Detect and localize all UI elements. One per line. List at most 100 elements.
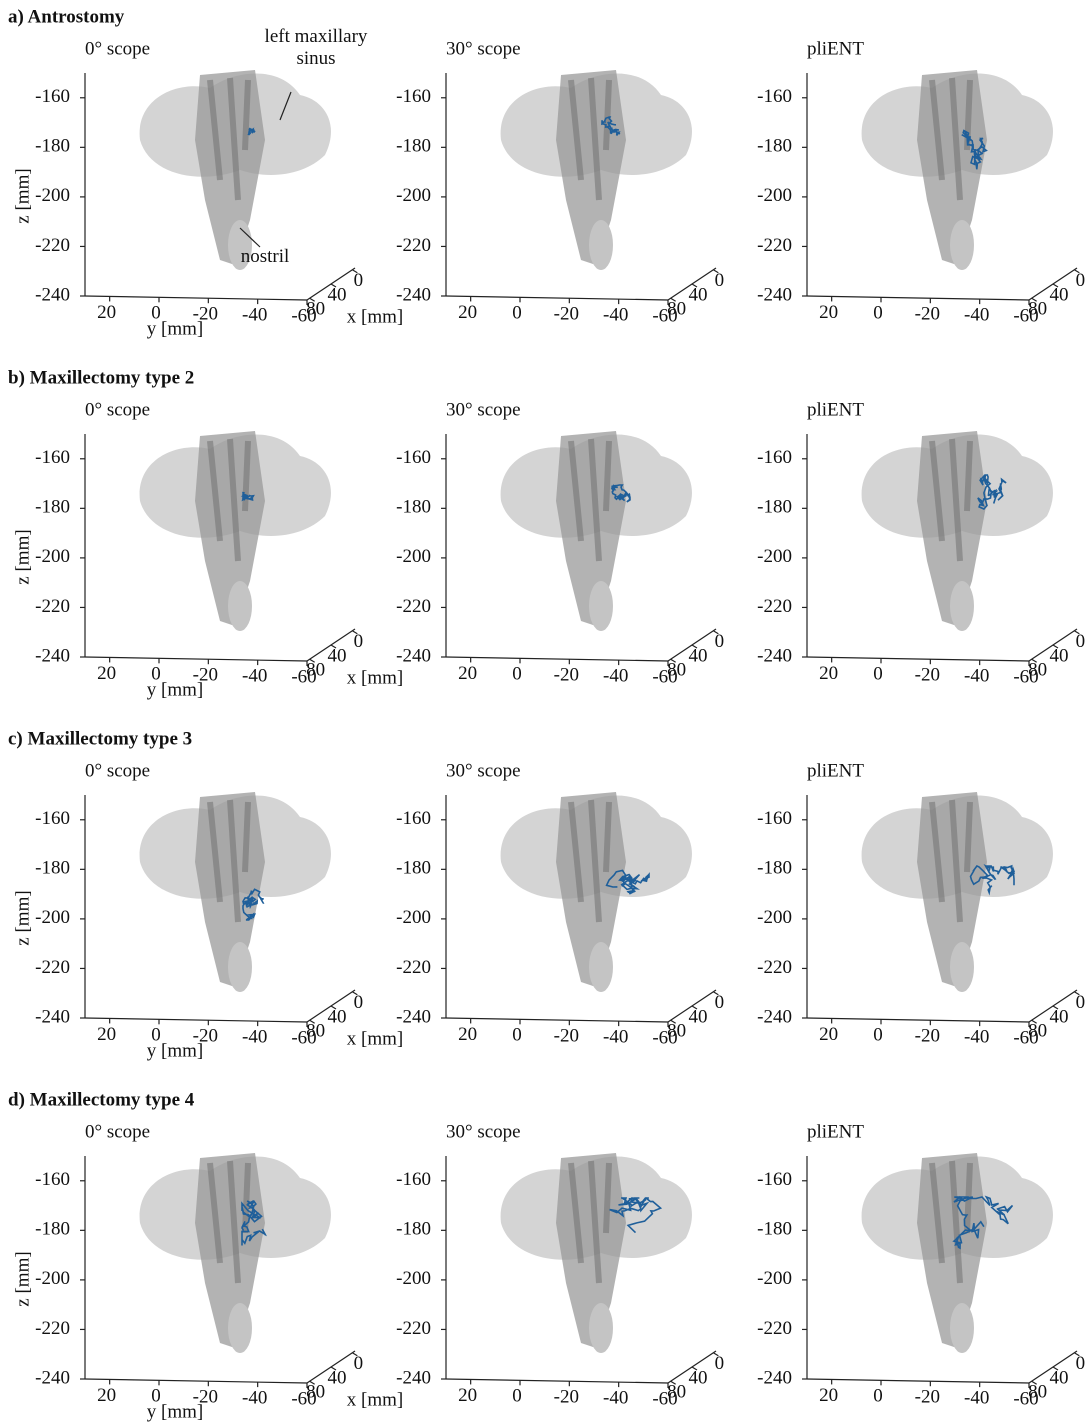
y-tick-label: 20 [458, 1024, 477, 1045]
y-tick-label: 0 [512, 1386, 522, 1407]
z-tick-label: -240 [396, 645, 431, 666]
y-axis [806, 1378, 1030, 1384]
panel-title: pliENT [807, 399, 864, 420]
x-tick-label: 40 [328, 284, 347, 305]
y-tick-label: -40 [964, 1387, 989, 1408]
x-tick [352, 1352, 358, 1357]
anatomy-detail [929, 438, 973, 562]
panel-title: pliENT [807, 38, 864, 59]
trajectory [610, 484, 631, 503]
anatomy-detail [568, 438, 612, 562]
panel-title: 30° scope [446, 760, 521, 781]
x-axis-label: x [mm] [347, 667, 403, 688]
z-tick-label: -180 [396, 136, 431, 157]
row-label: b) Maxillectomy type 2 [8, 367, 194, 388]
y-tick-label: -20 [915, 1026, 940, 1047]
y-tick-label: 0 [151, 1386, 161, 1407]
x-tick [1074, 991, 1080, 996]
x-tick [1031, 1380, 1037, 1385]
z-tick-label: -240 [757, 1006, 792, 1027]
panel: 0° scope -160 -180 -200 -220 -240 20 0 -20 -40 -60… [12, 399, 403, 700]
x-axis-label: x [mm] [347, 1028, 403, 1049]
panel: 0° scope -160 -180 -200 -220 -240 20 0 -20 -40 -60… [12, 760, 403, 1061]
y-axis [84, 656, 308, 662]
x-tick-label: 0 [1076, 992, 1086, 1013]
x-tick-label: 0 [715, 992, 725, 1013]
z-tick-label: -180 [35, 1219, 70, 1240]
anatomy-detail [568, 1160, 612, 1284]
y-tick-label: -20 [554, 665, 579, 686]
z-tick-label: -180 [757, 1219, 792, 1240]
y-tick-label: 0 [151, 664, 161, 685]
z-tick-label: -220 [35, 1318, 70, 1339]
y-tick-label: 20 [819, 1385, 838, 1406]
y-tick-label: 20 [97, 302, 116, 323]
anatomy-detail [207, 77, 251, 201]
z-tick-label: -160 [35, 808, 70, 829]
x-tick-label: 40 [1050, 284, 1069, 305]
x-tick-label: 80 [1028, 299, 1047, 320]
x-tick-label: 80 [667, 660, 686, 681]
z-tick-label: -220 [757, 235, 792, 256]
z-tick-label: -240 [757, 284, 792, 305]
z-tick-label: -200 [757, 1268, 792, 1289]
anatomy-detail [929, 799, 973, 923]
y-tick-label: -60 [652, 1388, 677, 1409]
z-tick-label: -220 [396, 1318, 431, 1339]
x-tick [691, 1366, 698, 1371]
trajectory [952, 1195, 1014, 1250]
x-tick-label: 80 [306, 1021, 325, 1042]
panel: 0° scope -160 -180 -200 -220 -240 20 0 -20 -40 -60… [12, 1121, 403, 1422]
x-tick [330, 1366, 337, 1371]
y-tick-label: 0 [512, 1025, 522, 1046]
x-axis-label: x [mm] [347, 1389, 403, 1410]
y-tick-label: 0 [512, 303, 522, 324]
trajectory [609, 1197, 663, 1234]
x-tick [352, 630, 358, 635]
x-tick-label: 80 [1028, 1382, 1047, 1403]
x-tick-label: 0 [354, 992, 364, 1013]
panel: pliENT -160 -180 -200 -220 -240 20 0 -20 -40 -6080… [757, 1121, 1085, 1409]
y-tick-label: -20 [915, 304, 940, 325]
y-tick-label: -60 [1013, 666, 1038, 687]
y-tick-label: 20 [458, 302, 477, 323]
annotation-pointer [279, 91, 292, 121]
anatomy-detail [568, 799, 612, 923]
z-tick-label: -220 [396, 596, 431, 617]
z-axis-label: z [mm] [12, 890, 33, 945]
x-tick-label: 80 [667, 1382, 686, 1403]
z-tick-label: -180 [396, 1219, 431, 1240]
trajectory [241, 888, 265, 921]
x-tick [309, 297, 315, 302]
anatomy-nostril [589, 220, 613, 270]
x-tick [1052, 283, 1059, 288]
x-tick [1031, 658, 1037, 663]
panel: 0° scope -160 -180 -200 -220 -240 20 0 -20 -40 -60… [12, 38, 403, 339]
y-tick-label: -20 [193, 665, 218, 686]
y-tick-label: -60 [291, 1388, 316, 1409]
y-tick-label: -40 [242, 304, 267, 325]
x-tick-label: 0 [715, 631, 725, 652]
anatomy-nostril [228, 581, 252, 631]
y-tick-label: -20 [554, 304, 579, 325]
y-tick-label: 20 [458, 1385, 477, 1406]
y-tick-label: -20 [193, 304, 218, 325]
x-tick [1052, 1005, 1059, 1010]
trajectory [977, 474, 1007, 510]
y-tick-label: 20 [97, 1385, 116, 1406]
y-tick-label: 0 [151, 303, 161, 324]
panel-title: 30° scope [446, 399, 521, 420]
panel: pliENT -160 -180 -200 -220 -240 20 0 -20 -40 -6080… [757, 38, 1085, 326]
anatomy-nostril [589, 942, 613, 992]
x-tick-label: 80 [306, 1382, 325, 1403]
x-tick [309, 1380, 315, 1385]
z-tick-label: -240 [35, 1006, 70, 1027]
z-tick-label: -240 [396, 1006, 431, 1027]
z-tick-label: -160 [757, 86, 792, 107]
z-tick-label: -160 [396, 86, 431, 107]
y-tick-label: 20 [819, 302, 838, 323]
x-tick [713, 1352, 719, 1357]
x-tick [330, 1005, 337, 1010]
x-tick-label: 80 [667, 299, 686, 320]
row-label: c) Maxillectomy type 3 [8, 728, 192, 749]
